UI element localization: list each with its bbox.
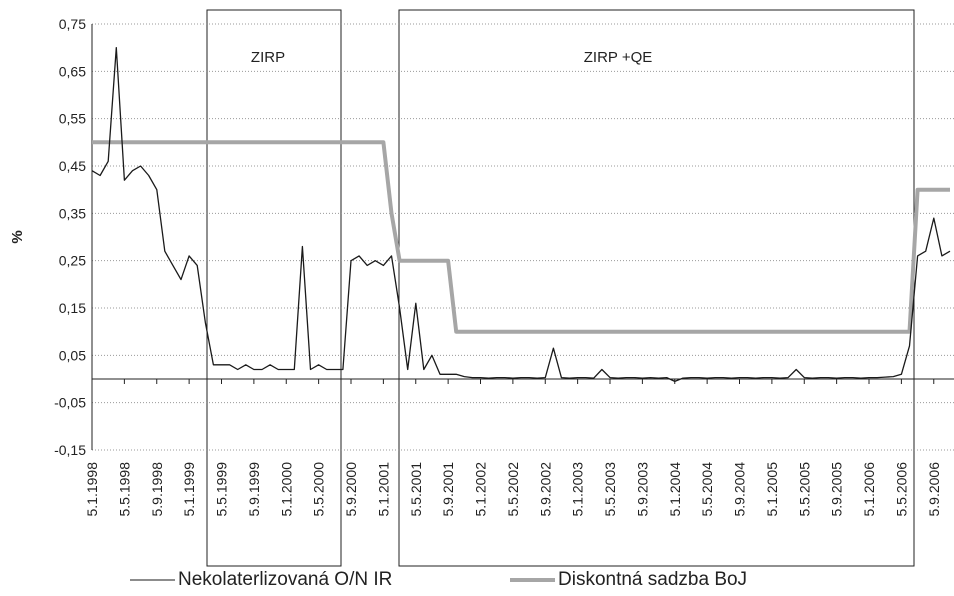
y-tick-label: 0,65 [59, 63, 86, 79]
y-tick-label: -0,15 [54, 442, 86, 458]
annotation: ZIRP +QE [584, 49, 653, 66]
y-tick-label: 0,35 [59, 205, 86, 221]
x-tick-label: 5.1.2002 [473, 462, 489, 517]
zirp-qe-box [398, 9, 915, 567]
legend-label: Nekolaterlizovaná O/N IR [178, 569, 392, 590]
y-tick-label: -0,05 [54, 395, 86, 411]
x-tick-label: 5.5.2003 [602, 462, 618, 517]
y-tick-label: 0,25 [59, 253, 86, 269]
x-tick-label: 5.1.2005 [764, 462, 780, 517]
x-tick-label: 5.1.1998 [84, 462, 100, 517]
x-tick-label: 5.1.2000 [278, 462, 294, 517]
legend-label: Diskontná sadzba BoJ [558, 569, 747, 590]
x-tick-label: 5.5.2004 [699, 462, 715, 517]
series-line [91, 47, 951, 383]
x-tick-label: 5.9.1998 [149, 462, 165, 517]
x-tick-label: 5.5.1999 [214, 462, 230, 517]
x-tick-label: 5.5.1998 [116, 462, 132, 517]
zirp-box [206, 9, 342, 567]
y-tick-label: 0,05 [59, 347, 86, 363]
x-tick-label: 5.5.2002 [505, 462, 521, 517]
x-tick-label: 5.9.2005 [829, 462, 845, 517]
x-tick-label: 5.5.2001 [408, 462, 424, 517]
x-tick-label: 5.1.2006 [861, 462, 877, 517]
x-tick-label: 5.9.2003 [634, 462, 650, 517]
x-tick-label: 5.9.2006 [926, 462, 942, 517]
x-tick-label: 5.1.2001 [375, 462, 391, 517]
y-tick-label: 0,15 [59, 300, 86, 316]
x-tick-label: 5.9.2001 [440, 462, 456, 517]
x-tick-label: 5.9.2000 [343, 462, 359, 517]
x-tick-label: 5.1.2004 [667, 462, 683, 517]
series-line [92, 140, 950, 334]
x-tick-label: 5.1.1999 [181, 462, 197, 517]
y-tick-label: 0,75 [59, 16, 86, 32]
x-tick-label: 5.9.2004 [732, 462, 748, 517]
y-tick-label: 0,45 [59, 158, 86, 174]
x-tick-label: 5.5.2005 [796, 462, 812, 517]
y-axis-label: % [9, 230, 26, 243]
x-tick-label: 5.5.2006 [893, 462, 909, 517]
x-tick-label: 5.1.2003 [570, 462, 586, 517]
y-tick-label: 0,55 [59, 111, 86, 127]
x-tick-label: 5.9.2002 [537, 462, 553, 517]
annotation: ZIRP [251, 49, 285, 66]
x-tick-label: 5.5.2000 [311, 462, 327, 517]
x-tick-label: 5.9.1999 [246, 462, 262, 517]
